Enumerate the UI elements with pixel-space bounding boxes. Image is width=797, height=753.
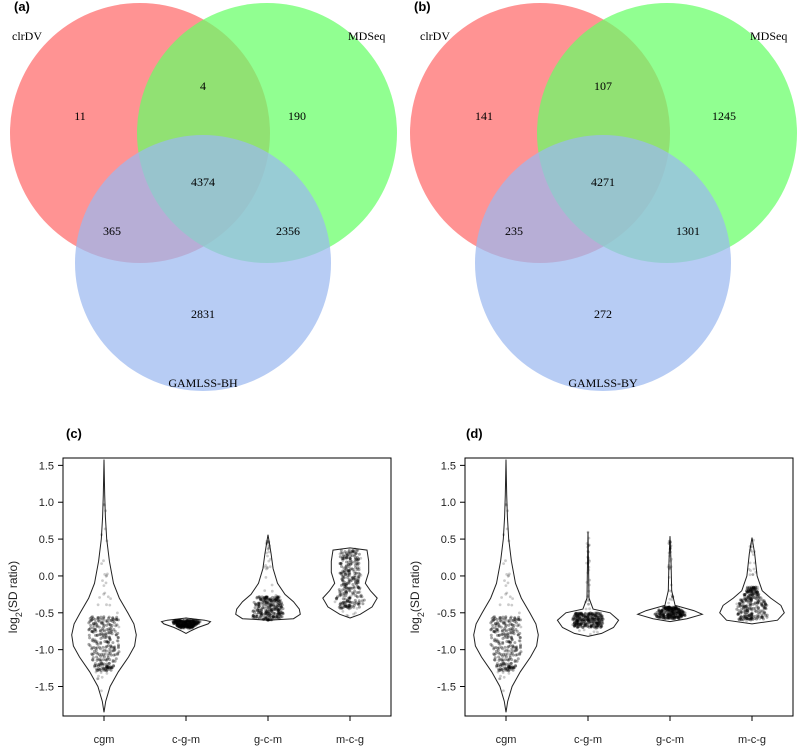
violin-m-c-g xyxy=(719,537,785,625)
plot-box xyxy=(62,457,392,717)
x-tick-label: c-g-m xyxy=(172,734,200,746)
x-tick-label: cgm xyxy=(496,734,517,746)
violin-plot-c: (c) log2(SD ratio) 1.5 1.0 0.5 0.0 -0.5 -1.0 -… xyxy=(6,426,392,746)
venn-diagram-a: (a) clrDV MDSeq GAMLSS-BH 11 190 2831 4 … xyxy=(10,0,397,391)
region-count: 235 xyxy=(505,224,523,238)
set-label-GAMLSS-BY: GAMLSS-BY xyxy=(568,376,638,390)
region-count: 272 xyxy=(594,307,612,321)
plot-box xyxy=(464,457,794,717)
x-tick-label: m-c-g xyxy=(738,734,766,746)
region-count: 1301 xyxy=(676,224,700,238)
jitter-points-c-g-m xyxy=(571,530,605,636)
region-count: 365 xyxy=(103,224,121,238)
x-tick-label: g-c-m xyxy=(254,734,282,746)
panel-label-a: (a) xyxy=(14,0,30,14)
x-tick-label: g-c-m xyxy=(656,734,684,746)
x-tick-label: c-g-m xyxy=(574,734,602,746)
y-tick-label: 0.5 xyxy=(39,534,54,546)
y-tick-label: 1.0 xyxy=(39,497,54,509)
violin-c-g-m xyxy=(160,617,212,634)
panel-label-c: (c) xyxy=(66,426,82,441)
region-count: 1245 xyxy=(712,109,736,123)
y-tick-label: -1.5 xyxy=(35,682,54,694)
jitter-points-cgm xyxy=(489,502,523,693)
region-count: 11 xyxy=(74,109,86,123)
y-axis: 1.5 1.0 0.5 0.0 -0.5 -1.0 -1.5 xyxy=(35,460,63,694)
region-count: 107 xyxy=(594,79,612,93)
y-tick-label: 1.5 xyxy=(441,460,456,472)
x-axis: cgm c-g-m g-c-m m-c-g xyxy=(94,716,364,746)
violin-c-g-m xyxy=(556,531,620,637)
y-tick-label: 0.5 xyxy=(441,534,456,546)
set-label-MDSeq: MDSeq xyxy=(348,29,385,43)
region-count: 141 xyxy=(475,109,493,123)
x-axis: cgm c-g-m g-c-m m-c-g xyxy=(496,716,766,746)
y-tick-label: 1.0 xyxy=(441,497,456,509)
x-tick-label: m-c-g xyxy=(336,734,364,746)
y-tick-label: 1.5 xyxy=(39,460,54,472)
set-label-GAMLSS-BH: GAMLSS-BH xyxy=(168,376,238,390)
y-tick-label: 0.0 xyxy=(441,571,456,583)
jitter-points-g-c-m xyxy=(251,539,285,622)
region-count: 4 xyxy=(200,79,206,93)
y-axis-label: log2(SD ratio) xyxy=(6,561,24,633)
y-axis-label: log2(SD ratio) xyxy=(408,561,426,633)
set-circle-GAMLSS-BY xyxy=(475,135,731,391)
violins xyxy=(71,459,378,713)
violins xyxy=(473,459,785,713)
region-count: 2831 xyxy=(191,307,215,321)
jitter-points-m-c-g xyxy=(735,538,769,623)
region-count: 4374 xyxy=(191,175,215,189)
region-count: 190 xyxy=(288,109,306,123)
y-tick-label: -1.0 xyxy=(437,645,456,657)
panel-label-b: (b) xyxy=(414,0,431,14)
violin-g-c-m xyxy=(235,534,301,621)
violin-m-c-g xyxy=(322,547,378,619)
y-tick-label: -0.5 xyxy=(35,608,54,620)
panel-label-d: (d) xyxy=(466,426,483,441)
jitter-points-m-c-g xyxy=(333,547,366,618)
violin-cgm xyxy=(473,459,539,713)
violin-g-c-m xyxy=(636,536,704,623)
set-circle-GAMLSS-BH xyxy=(75,135,331,391)
set-label-clrDV: clrDV xyxy=(12,29,42,43)
x-tick-label: cgm xyxy=(94,734,115,746)
jitter-points-g-c-m xyxy=(653,539,687,621)
set-label-clrDV: clrDV xyxy=(420,29,450,43)
y-tick-label: 0.0 xyxy=(39,571,54,583)
set-label-MDSeq: MDSeq xyxy=(750,29,787,43)
y-tick-label: -0.5 xyxy=(437,608,456,620)
venn-diagram-b: (b) clrDV MDSeq GAMLSS-BY 141 1245 272 1… xyxy=(410,0,797,391)
region-count: 4271 xyxy=(591,175,615,189)
y-tick-label: -1.0 xyxy=(35,645,54,657)
y-tick-label: -1.5 xyxy=(437,682,456,694)
y-axis: 1.5 1.0 0.5 0.0 -0.5 -1.0 -1.5 xyxy=(437,460,465,694)
jitter-points-cgm xyxy=(87,502,121,693)
jitter-points-c-g-m xyxy=(171,617,202,631)
violin-plot-d: (d) log2(SD ratio) 1.5 1.0 0.5 0.0 -0.5 -1.0 -… xyxy=(408,426,794,746)
violin-cgm xyxy=(71,459,137,713)
region-count: 2356 xyxy=(276,224,300,238)
